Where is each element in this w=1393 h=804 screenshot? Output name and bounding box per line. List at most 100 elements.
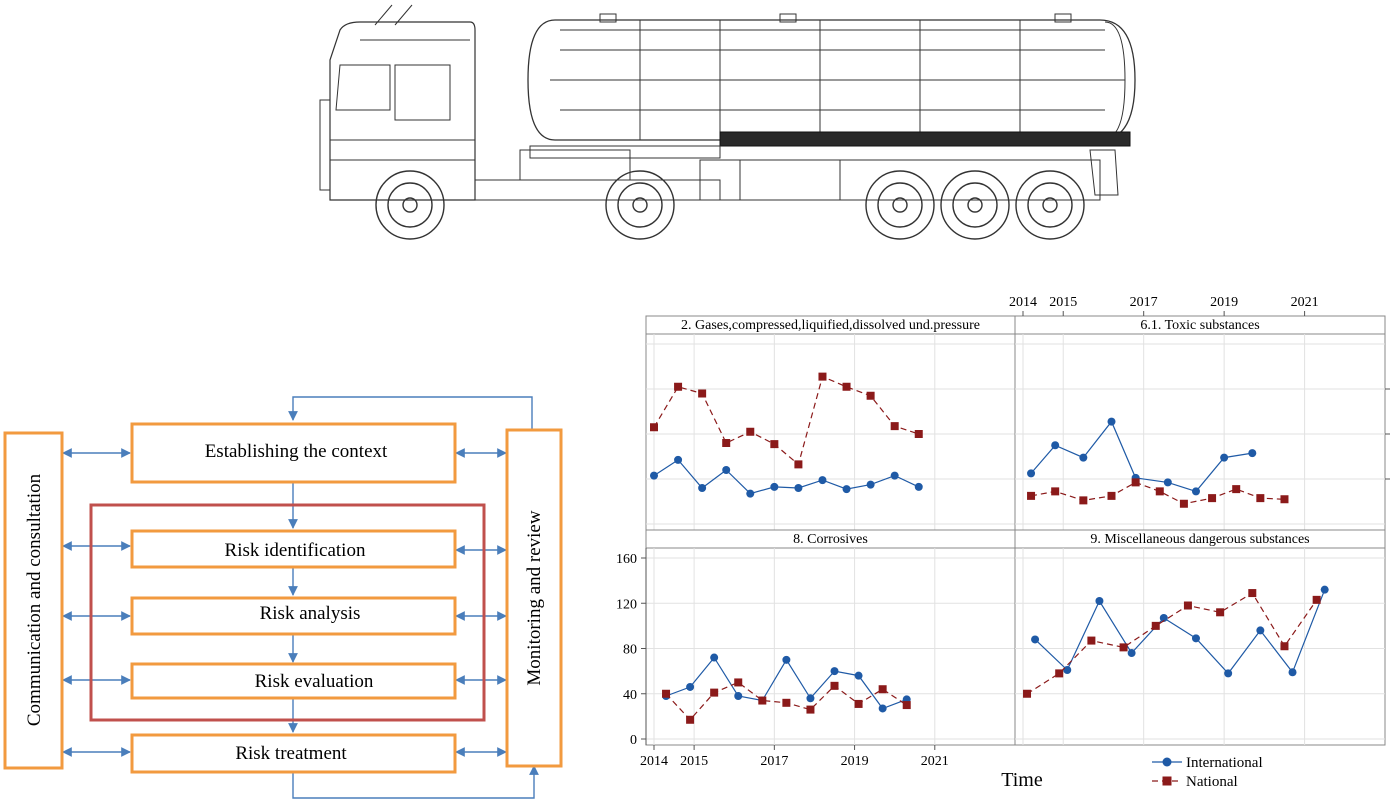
data-point-international (818, 476, 827, 485)
legend-marker (1162, 757, 1172, 767)
data-point-international (866, 480, 875, 489)
data-point-national (890, 422, 899, 431)
data-point-national (758, 696, 767, 705)
data-point-international (1256, 626, 1265, 635)
communication-box (3, 431, 64, 770)
panel-title: 8. Corrosives (793, 532, 868, 547)
x-tick-label: 2014 (640, 754, 668, 769)
data-point-national (902, 701, 911, 710)
data-point-national (698, 389, 707, 398)
x-tick-label-top: 2019 (1210, 295, 1238, 310)
identification-box (130, 529, 457, 569)
data-point-national (782, 698, 791, 707)
data-point-national (1155, 487, 1164, 496)
data-point-national (1208, 494, 1217, 503)
legend-label: National (1186, 774, 1238, 790)
data-point-international (878, 704, 887, 713)
series-line-national (1026, 592, 1318, 695)
dangerous-goods-panel-chart: 2. Gases,compressed,liquified,dissolved … (616, 295, 1390, 791)
panel-title: 2. Gases,compressed,liquified,dissolved … (681, 318, 980, 333)
data-point-international (1248, 449, 1257, 458)
data-point-international (1095, 596, 1104, 605)
data-point-national (794, 460, 803, 469)
legend-label: International (1186, 755, 1263, 771)
step-identification: Risk identification (225, 540, 366, 561)
x-tick-label-top: 2015 (1049, 295, 1077, 310)
y-tick-label: 120 (616, 597, 637, 612)
data-point-national (1183, 601, 1192, 610)
panel-header (1014, 529, 1386, 549)
data-point-national (770, 440, 779, 449)
data-point-national (866, 391, 875, 400)
x-tick-label-top: 2017 (1130, 295, 1158, 310)
data-point-international (650, 471, 658, 480)
series-line-international (1034, 589, 1326, 675)
x-tick-label: 2019 (841, 754, 869, 769)
panel-frame (645, 315, 1016, 531)
series-line-national (1030, 481, 1285, 505)
series-line-international (653, 459, 919, 495)
data-point-national (1027, 491, 1036, 500)
data-point-national (1256, 494, 1265, 503)
panel-title: 6.1. Toxic substances (1140, 318, 1259, 333)
step-analysis: Risk analysis (260, 603, 361, 624)
evaluation-box (130, 662, 457, 700)
x-tick-label-top: 2014 (1009, 295, 1037, 310)
step-treatment: Risk treatment (235, 743, 347, 764)
panel-header (1014, 315, 1386, 335)
data-point-international (1220, 453, 1229, 462)
data-point-international (842, 485, 851, 494)
context-box (130, 422, 457, 484)
x-tick-label: 2021 (921, 754, 949, 769)
data-point-international (1191, 634, 1200, 643)
panel-frame (645, 529, 1016, 746)
data-point-international (722, 466, 731, 474)
data-point-international (674, 455, 683, 464)
data-point-national (710, 688, 719, 697)
data-point-national (842, 382, 851, 391)
data-point-national (1087, 636, 1096, 645)
data-point-national (722, 439, 731, 447)
panel-frame (1014, 529, 1386, 746)
panel-frame (1014, 315, 1386, 531)
data-point-national (1119, 643, 1128, 652)
data-point-national (1216, 608, 1225, 617)
data-point-national (674, 382, 683, 391)
tanker-truck-illustration (319, 4, 1136, 240)
data-point-national (878, 685, 887, 694)
data-point-international (1031, 635, 1040, 644)
data-point-national (914, 430, 923, 438)
y-tick-label: 0 (630, 733, 637, 748)
legend-marker (1162, 776, 1172, 786)
data-point-national (734, 678, 743, 687)
data-point-international (806, 694, 815, 703)
series-line-national (653, 375, 919, 466)
data-point-national (1312, 595, 1321, 604)
data-point-national (1248, 589, 1257, 598)
monitoring-box (505, 428, 563, 768)
data-point-national (662, 689, 671, 698)
x-tick-label: 2015 (680, 754, 708, 769)
data-point-international (794, 484, 803, 492)
data-point-national (746, 427, 755, 436)
data-point-international (830, 667, 839, 676)
x-tick-label: 2017 (760, 754, 788, 769)
data-point-national (1232, 485, 1241, 494)
data-point-national (1280, 495, 1289, 504)
x-tick-label-top: 2021 (1291, 295, 1319, 310)
data-point-international (1191, 487, 1200, 496)
data-point-national (1151, 621, 1160, 630)
risk-management-diagram: Communication and consultation Monitorin… (3, 396, 563, 799)
data-point-international (746, 489, 755, 498)
data-point-international (1163, 478, 1172, 487)
data-point-international (1079, 453, 1088, 462)
data-point-international (1063, 665, 1072, 674)
y-tick-label: 80 (623, 643, 637, 658)
data-point-international (890, 471, 899, 480)
monitoring-label: Monitoring and review (524, 510, 545, 685)
data-point-national (830, 681, 839, 690)
data-point-international (1320, 585, 1329, 594)
analysis-box (130, 596, 457, 636)
data-point-national (1055, 669, 1064, 678)
data-point-international (1127, 649, 1136, 658)
